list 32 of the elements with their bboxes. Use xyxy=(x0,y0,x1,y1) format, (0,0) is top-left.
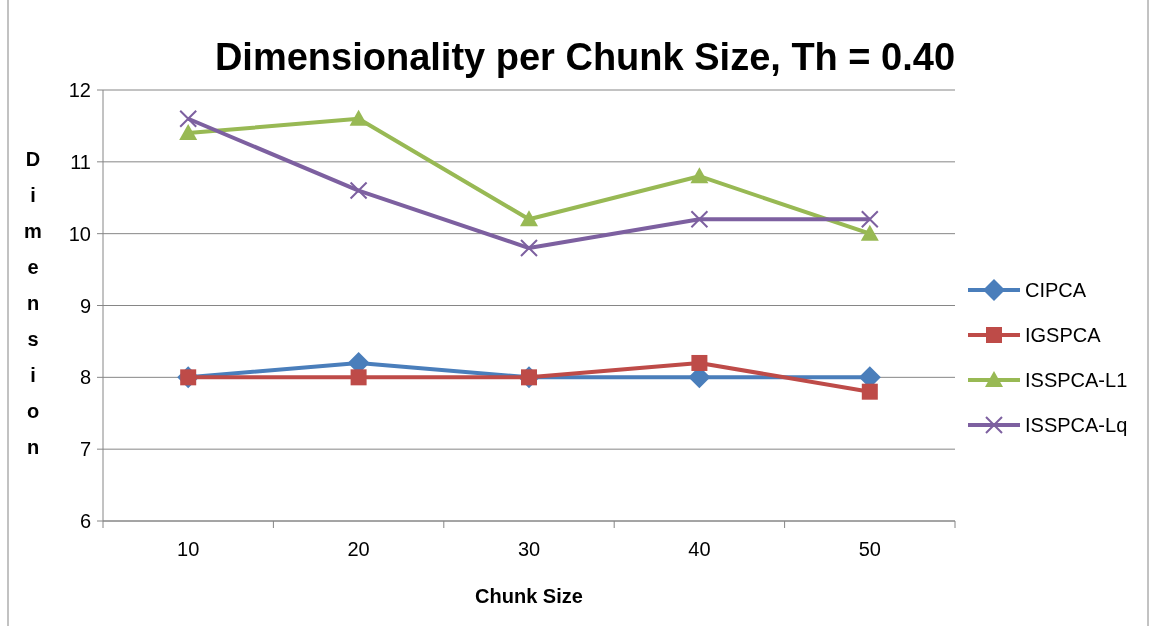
y-tick-label: 12 xyxy=(68,79,91,101)
x-tick-label: 20 xyxy=(347,538,370,560)
y-tick-label: 7 xyxy=(79,438,91,461)
point xyxy=(520,210,538,227)
point xyxy=(520,239,538,258)
x-tick-label: 30 xyxy=(517,538,541,560)
legend-label: ISSPCA-L1 xyxy=(1025,369,1128,391)
point xyxy=(179,124,198,141)
y-tick-label: 10 xyxy=(68,222,91,245)
y-tick-label: 8 xyxy=(79,366,91,389)
chart-title: Dimensionality per Chunk Size, Th = 0.40 xyxy=(214,36,956,78)
x-axis-title: Chunk Size xyxy=(475,585,583,607)
x-tick-label: 50 xyxy=(858,538,881,560)
text: Dimension xyxy=(24,148,42,458)
point xyxy=(691,354,708,371)
point xyxy=(349,181,368,200)
point xyxy=(860,210,879,229)
point xyxy=(861,383,878,400)
y-tick-label: 6 xyxy=(79,510,91,532)
point xyxy=(350,369,367,386)
point xyxy=(349,109,368,126)
legend-label: CIPCA xyxy=(1025,279,1087,301)
y-tick-label: 11 xyxy=(70,150,91,173)
point xyxy=(690,167,709,184)
point xyxy=(690,210,709,229)
legend-label: ISSPCA-Lq xyxy=(1025,414,1128,436)
y-tick-label: 9 xyxy=(79,294,91,317)
point xyxy=(860,224,879,241)
point xyxy=(179,109,198,128)
x-tick-label: 40 xyxy=(688,538,711,560)
legend-label: IGSPCA xyxy=(1025,324,1102,346)
x-tick-label: 10 xyxy=(177,538,200,560)
